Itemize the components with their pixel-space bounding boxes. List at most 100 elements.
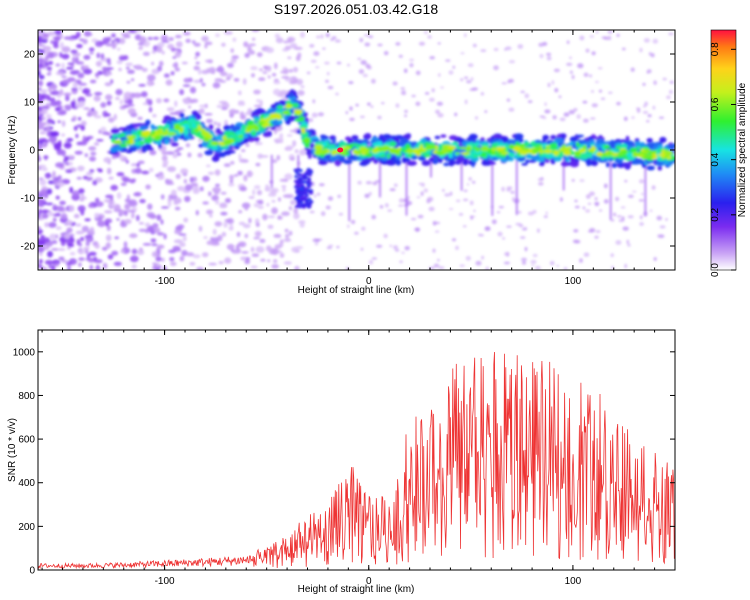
spectrogram-cell [85, 241, 90, 247]
spectrogram-cell [59, 236, 66, 243]
spectrogram-cell [252, 123, 257, 127]
spectrogram-cell [272, 159, 278, 164]
spectrogram-cell [214, 221, 223, 227]
spectrogram-cell [336, 61, 342, 65]
spectrogram-cell [271, 207, 278, 215]
spectrogram-cell [116, 60, 123, 65]
spectrogram-cell [193, 65, 200, 71]
spectrogram-cell [149, 82, 155, 86]
spectrogram-cell [259, 238, 266, 243]
spectrogram-cell [351, 135, 359, 140]
spectrogram-cell [265, 245, 272, 252]
spectrogram-cell [48, 136, 58, 143]
spectrogram-cell [507, 139, 516, 146]
spectrogram-cell [165, 151, 175, 155]
spectrogram-cell [277, 215, 282, 220]
spectrogram-cell [349, 106, 353, 111]
spectrogram-cell [566, 40, 570, 44]
spectrogram-cell [49, 131, 59, 137]
spectrogram-cell [303, 191, 308, 195]
spectrogram-cell [231, 125, 241, 131]
spectrogram-cell [56, 99, 61, 107]
spectrogram-cell [88, 203, 95, 208]
spectrogram-cell [657, 165, 663, 171]
spectrogram-cell [445, 59, 451, 62]
spectrogram-cell [591, 51, 596, 56]
spectrogram-cell [247, 108, 253, 114]
spectrogram-cell [87, 176, 93, 181]
spectrogram-cell [55, 107, 61, 112]
spectrogram-cell [75, 230, 85, 235]
spectrogram-cell [53, 41, 58, 48]
snr-series-line [38, 351, 675, 570]
spectrogram-cell [295, 188, 300, 192]
spectrogram-cell [64, 232, 70, 240]
spectrogram-xlabel: Height of straight line (km) [298, 285, 415, 296]
spectrogram-cell [94, 212, 100, 219]
spectrogram-cell [471, 161, 476, 168]
spectrogram-cell [79, 38, 84, 42]
spectrogram-cell [89, 169, 95, 173]
spectrogram-cell [600, 97, 606, 101]
spectrogram-cell [63, 92, 72, 97]
spectrogram-cell [64, 156, 70, 161]
spectrogram-cell [130, 112, 138, 116]
spectrogram-cell [418, 149, 423, 154]
spectrogram-cell [467, 63, 474, 68]
spectrogram-cell [61, 178, 71, 185]
spectrogram-cell [322, 142, 328, 147]
spectrogram-cell [309, 200, 314, 204]
snr-frame [37, 329, 676, 571]
spectrogram-cell [306, 168, 311, 171]
spectrogram-cell [455, 199, 461, 203]
spectrogram-cell [513, 146, 522, 152]
spectrogram-cell [150, 124, 155, 130]
spectrogram-cell [309, 170, 313, 174]
spectrogram-cell [466, 183, 470, 186]
spectrogram-cell [508, 152, 515, 158]
spectrogram-cell [125, 62, 133, 67]
spectrogram-cell [48, 86, 52, 92]
spectrogram-cell [530, 141, 536, 147]
spectrogram-cell [241, 149, 246, 153]
spectrogram-cell [289, 157, 295, 161]
spectrogram-cell [199, 108, 205, 115]
spectrogram-cell [223, 140, 233, 146]
spectrogram-cell [145, 98, 150, 104]
spectrogram-cell [206, 240, 214, 245]
spectrogram-cell [361, 226, 366, 231]
spectrogram-cell [401, 251, 405, 254]
figure-title: S197.2026.051.03.42.G18 [274, 1, 438, 17]
spectrogram-cell [133, 141, 141, 146]
spectrogram-cell [265, 184, 270, 188]
spectrogram-cell [274, 33, 280, 38]
spectrogram-cell [44, 139, 50, 143]
spectrogram-cell [137, 160, 145, 165]
spectrogram-cell [620, 143, 628, 150]
spectrogram-cell [537, 178, 542, 181]
spectrogram-cell [460, 78, 464, 82]
spectrogram-cell [123, 241, 128, 248]
spectrogram-cell [221, 231, 227, 237]
spectrogram-cell [143, 139, 153, 144]
spectrogram-cell [38, 99, 44, 104]
spectrogram-cell [115, 88, 123, 96]
spectrogram-cell [377, 115, 382, 120]
spectrogram-cell [197, 124, 202, 131]
spectrogram-cell [415, 101, 421, 107]
spectrogram-cell [585, 209, 591, 213]
spectrogram-cell [391, 157, 398, 163]
spectrogram-cell [44, 237, 50, 243]
spectrogram-cell [667, 160, 675, 164]
spectrogram-cell [306, 71, 311, 75]
spectrogram-cell [270, 154, 273, 189]
spectrogram-cell [363, 133, 371, 140]
spectrogram-cell [116, 172, 125, 177]
spectrogram-cell [55, 63, 61, 67]
spectrogram-cell [179, 242, 186, 248]
spectrogram-cell [300, 85, 305, 89]
spectrogram-cell [201, 35, 209, 42]
spectrogram-cell [129, 138, 135, 145]
spectrogram-cell [40, 95, 46, 99]
spectrogram-cell [455, 245, 459, 250]
